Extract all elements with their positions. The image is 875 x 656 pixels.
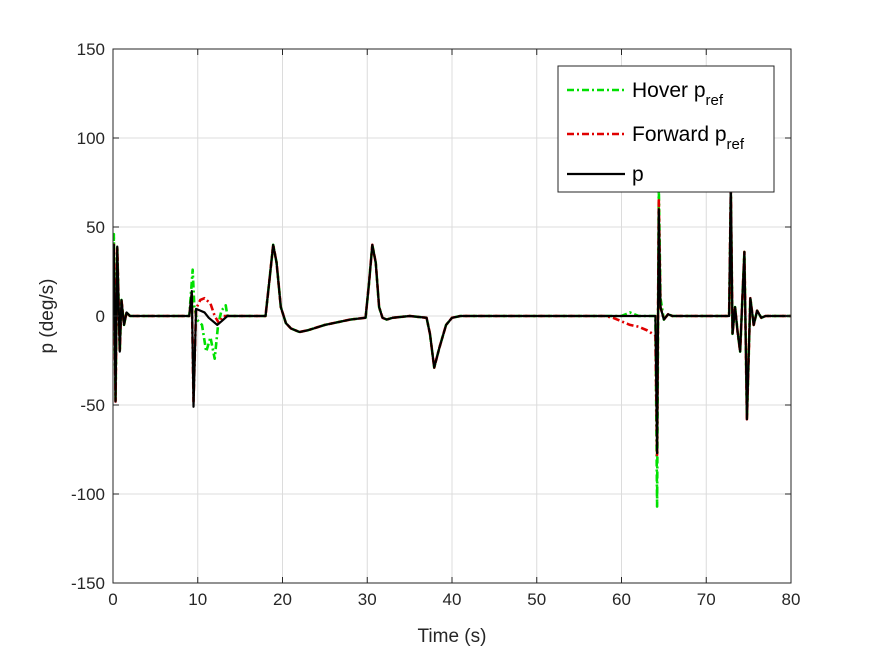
x-tick-label: 80 — [782, 590, 801, 609]
legend-box — [557, 65, 775, 193]
y-tick-label: 100 — [77, 129, 105, 148]
y-axis-label: p (deg/s) — [37, 279, 58, 354]
y-tick-labels: -150 -100 -50 0 50 100 150 — [71, 40, 105, 593]
legend-label-main: Hover p — [632, 79, 706, 102]
y-tick-label: -50 — [80, 396, 105, 415]
legend-label: p — [632, 163, 644, 186]
x-tick-labels: 0 10 20 30 40 50 60 70 80 — [108, 590, 800, 609]
legend-label: Forward pref — [632, 123, 745, 153]
legend-label-subscript: ref — [727, 136, 745, 153]
series-line-3 — [113, 181, 791, 455]
legend-label-main: Forward p — [632, 123, 727, 146]
x-tick-label: 0 — [108, 590, 117, 609]
x-tick-label: 70 — [697, 590, 716, 609]
legend-label-main: p — [632, 163, 644, 186]
series-layer — [113, 181, 791, 508]
y-tick-label: 0 — [96, 307, 105, 326]
y-tick-label: 50 — [86, 218, 105, 237]
y-tick-label: -100 — [71, 485, 105, 504]
x-tick-label: 60 — [612, 590, 631, 609]
y-tick-label: 150 — [77, 40, 105, 59]
legend-label: Hover pref — [632, 79, 724, 109]
x-tick-label: 20 — [273, 590, 292, 609]
x-axis-label: Time (s) — [418, 626, 487, 647]
legend-label-subscript: ref — [706, 92, 724, 109]
ticks — [112, 48, 792, 584]
x-tick-label: 50 — [527, 590, 546, 609]
x-tick-label: 30 — [358, 590, 377, 609]
y-tick-label: -150 — [71, 574, 105, 593]
x-tick-label: 40 — [443, 590, 462, 609]
x-tick-label: 10 — [188, 590, 207, 609]
